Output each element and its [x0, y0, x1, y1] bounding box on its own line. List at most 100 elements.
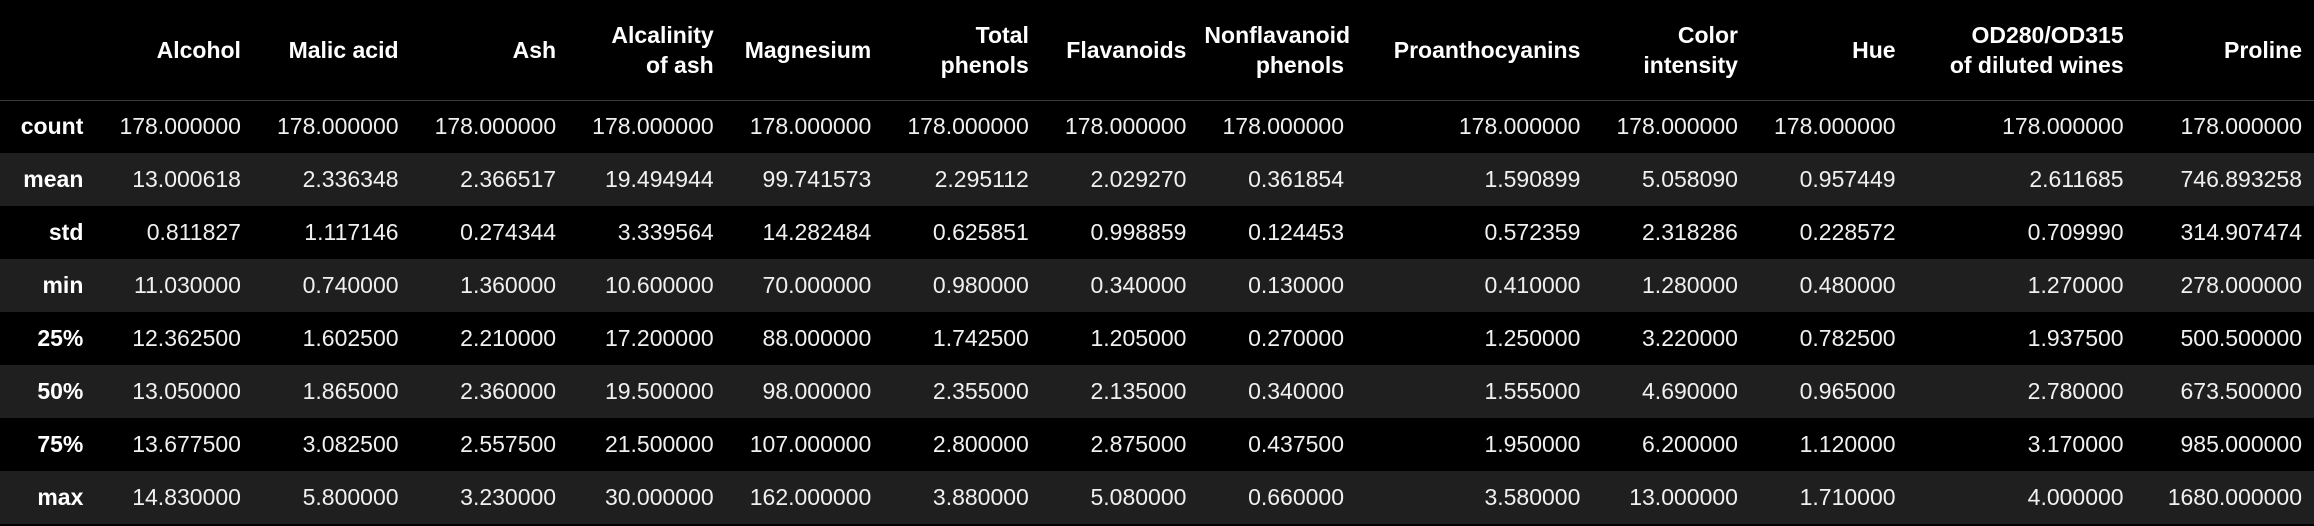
table-row: count 178.000000 178.000000 178.000000 178.0…: [0, 100, 2314, 153]
table-cell: 178.000000: [1907, 100, 2136, 153]
table-cell: 0.480000: [1749, 259, 1908, 312]
table-cell: 0.340000: [1040, 259, 1199, 312]
table-cell: 0.965000: [1749, 365, 1908, 418]
table-cell: 3.170000: [1907, 418, 2136, 471]
column-header-nonflavanoid-phenols: Nonflavanoid phenols: [1198, 0, 1356, 101]
table-cell: 178.000000: [95, 100, 253, 153]
table-cell: 178.000000: [1592, 100, 1750, 153]
table-cell: 0.437500: [1198, 418, 1356, 471]
table-cell: 13.000000: [1592, 471, 1750, 524]
table-cell: 2.557500: [410, 418, 569, 471]
table-cell: 2.611685: [1907, 153, 2136, 206]
table-cell: 14.830000: [95, 471, 253, 524]
table-cell: 278.000000: [2135, 259, 2314, 312]
table-cell: 178.000000: [1356, 100, 1593, 153]
row-label: mean: [0, 153, 96, 206]
table-cell: 1680.000000: [2135, 471, 2314, 524]
table-cell: 1.590899: [1356, 153, 1593, 206]
row-label: 25%: [0, 312, 96, 365]
row-label: max: [0, 471, 96, 524]
table-cell: 1.710000: [1749, 471, 1908, 524]
table-cell: 2.210000: [410, 312, 569, 365]
table-cell: 13.677500: [95, 418, 253, 471]
table-cell: 0.980000: [883, 259, 1041, 312]
column-header-color-intensity: Color intensity: [1592, 0, 1750, 101]
table-cell: 2.336348: [252, 153, 411, 206]
table-cell: 2.875000: [1040, 418, 1199, 471]
table-cell: 985.000000: [2135, 418, 2314, 471]
table-cell: 1.742500: [883, 312, 1041, 365]
row-label: min: [0, 259, 96, 312]
table-cell: 178.000000: [410, 100, 569, 153]
table-cell: 0.740000: [252, 259, 411, 312]
table-cell: 0.130000: [1198, 259, 1356, 312]
table-cell: 2.318286: [1592, 206, 1750, 259]
table-row: 50% 13.050000 1.865000 2.360000 19.500000 98.…: [0, 365, 2314, 418]
table-cell: 0.709990: [1907, 206, 2136, 259]
table-cell: 14.282484: [725, 206, 884, 259]
table-row: 75% 13.677500 3.082500 2.557500 21.500000 107…: [0, 418, 2314, 471]
table-cell: 13.000618: [95, 153, 253, 206]
table-cell: 17.200000: [568, 312, 726, 365]
table-cell: 1.937500: [1907, 312, 2136, 365]
table-cell: 19.500000: [568, 365, 726, 418]
table-cell: 0.361854: [1198, 153, 1356, 206]
column-header-alcohol: Alcohol: [95, 0, 253, 101]
table-cell: 2.360000: [410, 365, 569, 418]
table-cell: 6.200000: [1592, 418, 1750, 471]
table-cell: 0.340000: [1198, 365, 1356, 418]
table-cell: 3.580000: [1356, 471, 1593, 524]
table-cell: 0.228572: [1749, 206, 1908, 259]
table-cell: 1.360000: [410, 259, 569, 312]
table-cell: 19.494944: [568, 153, 726, 206]
row-label: 75%: [0, 418, 96, 471]
column-header-hue: Hue: [1749, 0, 1908, 101]
table-cell: 1.555000: [1356, 365, 1593, 418]
table-cell: 3.230000: [410, 471, 569, 524]
table-cell: 30.000000: [568, 471, 726, 524]
table-cell: 1.120000: [1749, 418, 1908, 471]
table-cell: 673.500000: [2135, 365, 2314, 418]
table-cell: 10.600000: [568, 259, 726, 312]
table-cell: 107.000000: [725, 418, 884, 471]
table-cell: 0.782500: [1749, 312, 1908, 365]
table-cell: 12.362500: [95, 312, 253, 365]
column-header-alcalinity-of-ash: Alcalinity of ash: [568, 0, 726, 101]
table-row: mean 13.000618 2.336348 2.366517 19.494944 99…: [0, 153, 2314, 206]
table-cell: 0.957449: [1749, 153, 1908, 206]
index-header: [0, 0, 96, 101]
table-cell: 0.270000: [1198, 312, 1356, 365]
table-cell: 1.250000: [1356, 312, 1593, 365]
row-label: std: [0, 206, 96, 259]
table-cell: 11.030000: [95, 259, 253, 312]
table-row: std 0.811827 1.117146 0.274344 3.339564 14.28…: [0, 206, 2314, 259]
table-row: max 14.830000 5.800000 3.230000 30.000000 162…: [0, 471, 2314, 524]
table-cell: 98.000000: [725, 365, 884, 418]
table-cell: 5.080000: [1040, 471, 1199, 524]
header-row: Alcohol Malic acid Ash Alcalinity of ash…: [0, 0, 2314, 101]
table-cell: 162.000000: [725, 471, 884, 524]
table-header: Alcohol Malic acid Ash Alcalinity of ash…: [0, 0, 2314, 101]
column-header-malic-acid: Malic acid: [252, 0, 411, 101]
table-cell: 178.000000: [568, 100, 726, 153]
table-row: 25% 12.362500 1.602500 2.210000 17.200000 88.…: [0, 312, 2314, 365]
table-cell: 99.741573: [725, 153, 884, 206]
column-header-od280-od315: OD280/OD315 of diluted wines: [1907, 0, 2136, 101]
table-cell: 1.865000: [252, 365, 411, 418]
column-header-magnesium: Magnesium: [725, 0, 884, 101]
table-cell: 0.410000: [1356, 259, 1593, 312]
table-cell: 178.000000: [1040, 100, 1199, 153]
table-cell: 314.907474: [2135, 206, 2314, 259]
table-cell: 0.572359: [1356, 206, 1593, 259]
table-cell: 178.000000: [252, 100, 411, 153]
table-cell: 2.366517: [410, 153, 569, 206]
table-cell: 88.000000: [725, 312, 884, 365]
table-cell: 1.117146: [252, 206, 411, 259]
table-cell: 21.500000: [568, 418, 726, 471]
table-cell: 0.998859: [1040, 206, 1199, 259]
table-cell: 4.690000: [1592, 365, 1750, 418]
table-cell: 178.000000: [2135, 100, 2314, 153]
table-cell: 2.295112: [883, 153, 1041, 206]
